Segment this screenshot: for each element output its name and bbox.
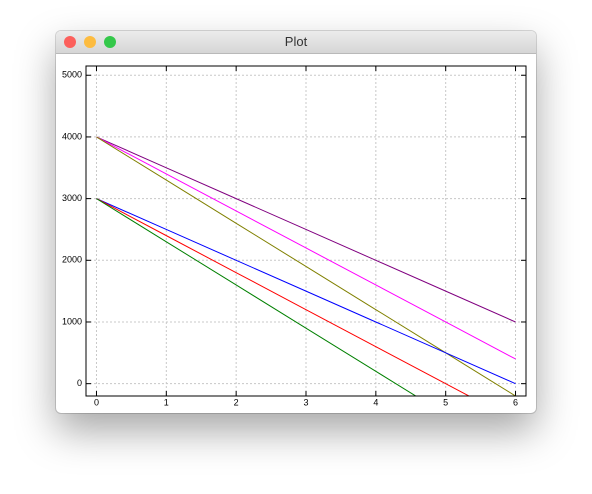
plot-frame [85,65,527,397]
x-tick-label: 5 [443,397,448,407]
window: Plot [56,31,536,413]
x-tick-label: 2 [234,397,239,407]
window-title: Plot [284,34,308,49]
y-tick-label: 0 [77,378,82,388]
y-tick-label: 3000 [62,193,82,203]
zoom-button[interactable] [104,36,116,48]
line [96,136,516,323]
close-button[interactable] [64,36,76,48]
line [96,136,516,360]
minimize-button[interactable] [84,36,96,48]
x-tick-label: 1 [164,397,169,407]
y-tick-label: 4000 [62,131,82,141]
y-tick-label: 1000 [62,316,82,326]
line [96,198,516,385]
title-bar: Plot [56,31,536,54]
plot-area [96,136,516,396]
x-tick-label: 6 [513,397,518,407]
y-tick-label: 2000 [62,255,82,265]
x-tick-label: 3 [303,397,308,407]
line [96,198,417,396]
y-tick-label: 5000 [62,70,82,80]
x-tick-label: 0 [94,397,99,407]
x-tick-label: 4 [373,397,378,407]
line [96,198,471,396]
